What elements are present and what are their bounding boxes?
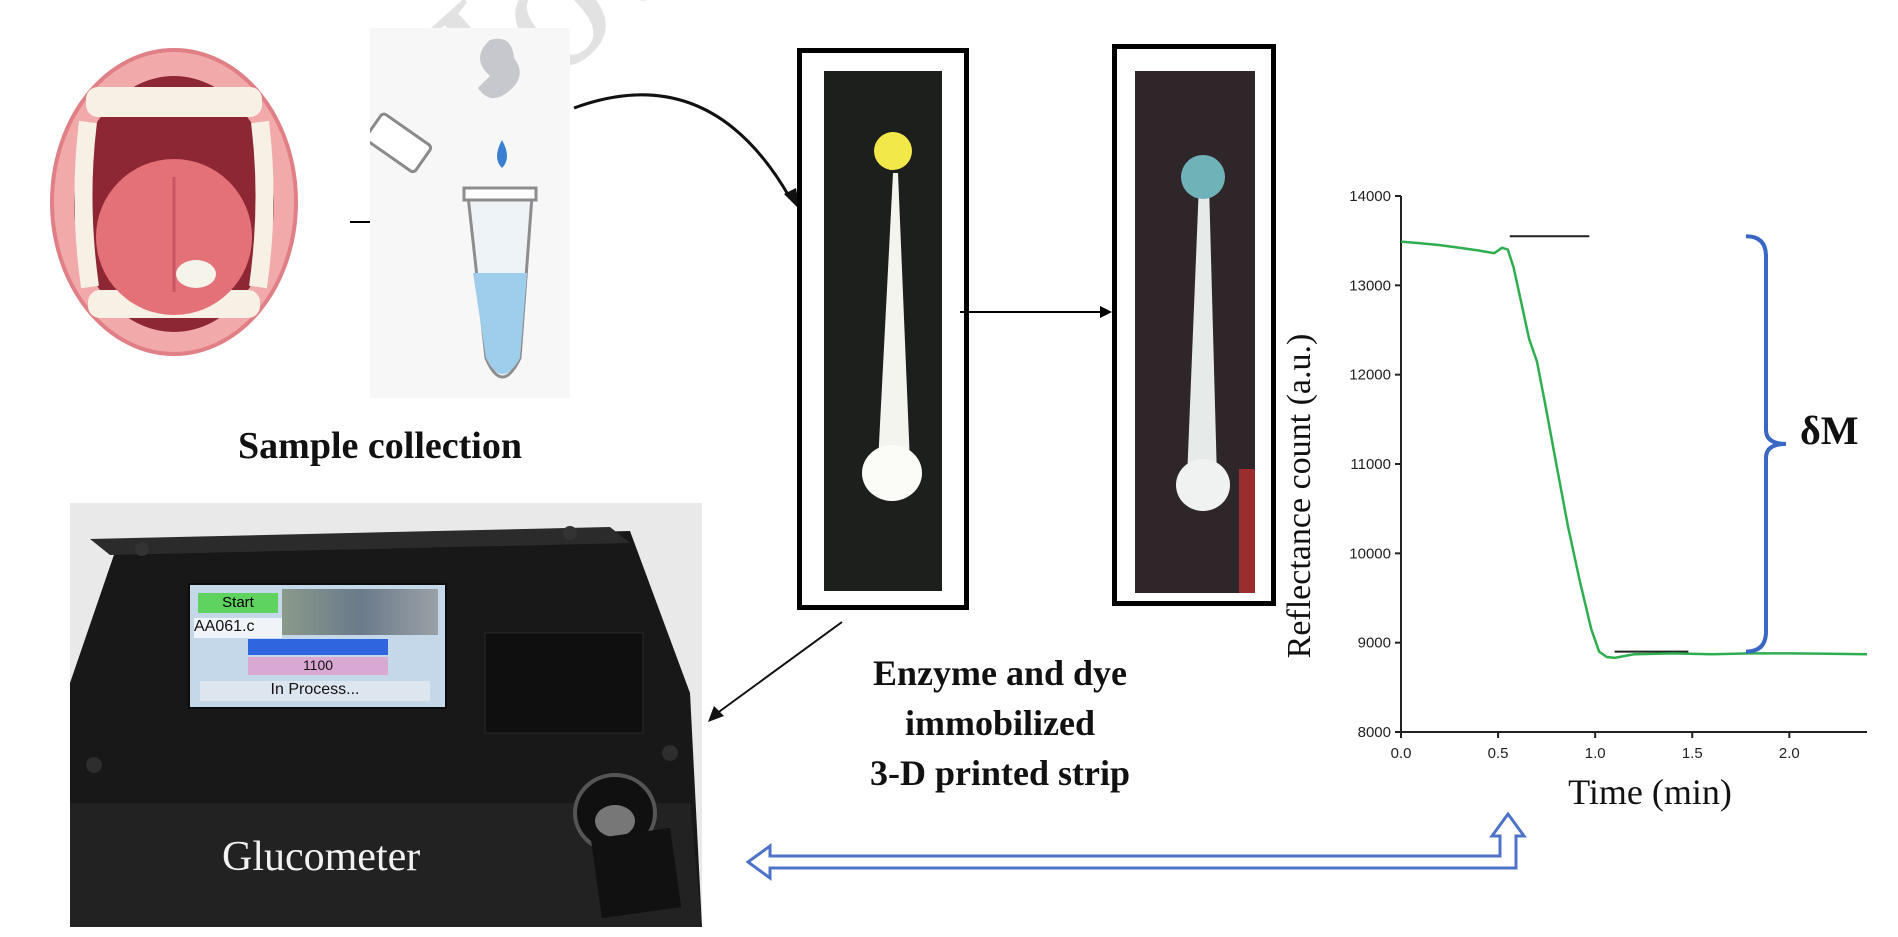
strip-before-photo xyxy=(824,71,942,591)
reflectance-chart: 8000 9000 10000 11000 12000 13000 14000 0.0 0.5… xyxy=(1281,188,1868,812)
glucometer-label: Glucometer xyxy=(222,834,421,880)
arrow-to-glucometer xyxy=(708,621,843,722)
file-name-field: AA061.c xyxy=(194,618,282,638)
strip-after-photo xyxy=(1135,71,1255,593)
strip-caption-line1: Enzyme and dye xyxy=(872,653,1128,693)
sample-collection-label: Sample collection xyxy=(238,425,522,467)
y-tick-label: 12000 xyxy=(1349,367,1391,384)
y-tick-label: 14000 xyxy=(1349,188,1391,205)
arrow-strip-change xyxy=(960,306,1112,318)
y-tick-label: 10000 xyxy=(1349,545,1391,562)
delta-m-bracket xyxy=(1745,234,1787,654)
curved-arrow-to-strip xyxy=(573,93,800,210)
x-tick-label: 2.0 xyxy=(1779,745,1800,762)
strip-caption: Enzyme and dye immobilized 3-D printed s… xyxy=(790,648,1210,798)
open-mouth-illustration xyxy=(50,48,298,356)
series-line xyxy=(1400,240,1868,660)
value-readout: 1100 xyxy=(248,657,388,675)
y-tick-label: 11000 xyxy=(1350,456,1391,473)
double-arrow-connector xyxy=(745,811,1527,881)
y-tick-label: 13000 xyxy=(1349,277,1391,294)
strip-caption-line2: immobilized xyxy=(905,703,1095,743)
x-tick-label: 1.0 xyxy=(1585,745,1606,762)
strip-caption-line3: 3-D printed strip xyxy=(870,753,1130,793)
strip-before-frame xyxy=(797,48,969,610)
plot-area xyxy=(1390,192,1867,736)
x-tick-label: 0.0 xyxy=(1391,745,1412,762)
progress-bar xyxy=(248,639,388,655)
lcd-plot-area xyxy=(282,589,438,635)
device-lcd-screen: Start AA061.c 1100 In Process... xyxy=(188,583,447,709)
sample-tube-illustration xyxy=(370,28,570,398)
status-readout: In Process... xyxy=(200,681,430,701)
delta-m-label: δM xyxy=(1800,408,1859,453)
y-axis-label: Reflectance count (a.u.) xyxy=(1281,334,1318,659)
start-button-label: Start xyxy=(222,594,254,611)
y-tick-label: 8000 xyxy=(1358,724,1391,741)
glucometer-photo: Start AA061.c 1100 In Process... Glucome… xyxy=(70,503,702,927)
x-tick-label: 0.5 xyxy=(1488,745,1509,762)
start-button[interactable]: Start xyxy=(198,593,278,613)
x-axis-label: Time (min) xyxy=(1568,772,1732,812)
x-tick-label: 1.5 xyxy=(1682,745,1703,762)
strip-after-frame xyxy=(1112,44,1276,606)
y-tick-label: 9000 xyxy=(1358,635,1391,652)
